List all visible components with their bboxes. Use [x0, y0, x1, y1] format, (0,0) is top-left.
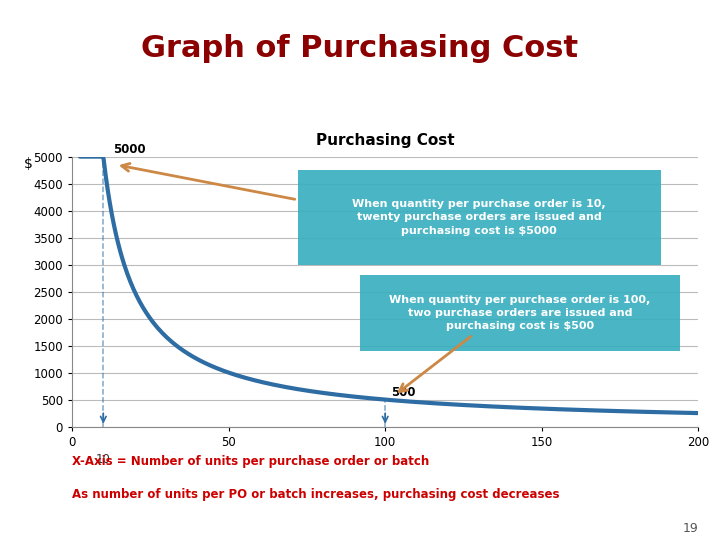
FancyBboxPatch shape — [297, 170, 661, 265]
Text: 500: 500 — [392, 386, 416, 400]
Text: $: $ — [24, 157, 32, 171]
Text: When quantity per purchase order is 100,
two purchase orders are issued and
purc: When quantity per purchase order is 100,… — [390, 295, 650, 332]
Text: 5000: 5000 — [113, 143, 145, 157]
Text: When quantity per purchase order is 10,
twenty purchase orders are issued and
pu: When quantity per purchase order is 10, … — [352, 199, 606, 235]
Text: Graph of Purchasing Cost: Graph of Purchasing Cost — [141, 34, 579, 63]
Text: As number of units per PO or batch increases, purchasing cost decreases: As number of units per PO or batch incre… — [72, 488, 559, 501]
Text: 10: 10 — [96, 453, 111, 465]
Text: X-Axis = Number of units per purchase order or batch: X-Axis = Number of units per purchase or… — [72, 455, 429, 468]
Title: Purchasing Cost: Purchasing Cost — [316, 133, 454, 148]
Text: 19: 19 — [683, 522, 698, 535]
FancyBboxPatch shape — [360, 275, 680, 351]
